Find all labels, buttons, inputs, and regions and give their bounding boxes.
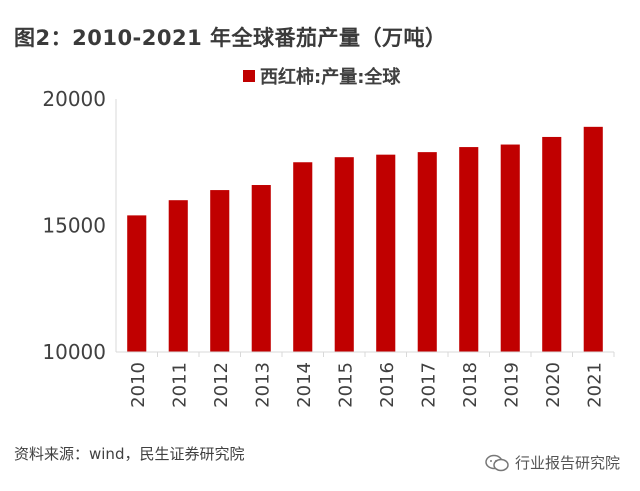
wechat-icon — [485, 454, 509, 472]
x-tick-label: 2011 — [169, 362, 190, 408]
bar — [168, 200, 188, 352]
x-tick-label: 2021 — [584, 362, 605, 408]
bar — [127, 215, 147, 352]
bar — [500, 144, 520, 352]
legend-label: 西红柿:产量:全球 — [260, 66, 401, 88]
x-tick-label: 2013 — [252, 362, 273, 408]
x-tick-label: 2012 — [211, 362, 232, 408]
y-axis: 10000 15000 20000 — [42, 87, 117, 364]
watermark-text: 行业报告研究院 — [514, 454, 620, 472]
y-tick-label: 10000 — [42, 340, 106, 364]
x-tick-label: 2019 — [501, 362, 522, 408]
bar — [542, 136, 562, 352]
bar — [251, 185, 271, 352]
x-tick-label: 2014 — [294, 362, 315, 408]
watermark: 行业报告研究院 — [485, 452, 620, 473]
bar — [459, 147, 479, 352]
x-tick-label: 2017 — [418, 362, 439, 408]
x-axis: 2010 2011 2012 2013 2014 2015 2016 2017 2018 2019… — [116, 351, 615, 408]
chart-title: 图2：2010-2021 年全球番茄产量（万吨） — [14, 26, 447, 50]
x-tick-label: 2015 — [335, 362, 356, 408]
bar — [334, 157, 354, 352]
legend-swatch — [243, 70, 255, 82]
y-tick-label: 15000 — [42, 214, 106, 238]
x-tick-label: 2016 — [377, 362, 398, 408]
bar — [417, 152, 437, 352]
bars — [127, 126, 603, 352]
x-tick-label: 2010 — [128, 362, 149, 408]
bar — [376, 154, 396, 352]
bar — [583, 126, 603, 352]
legend: 西红柿:产量:全球 — [243, 66, 401, 88]
x-tick-label: 2020 — [543, 362, 564, 408]
bar — [293, 162, 313, 352]
bar — [210, 190, 230, 352]
source-note: 资料来源：wind，民生证券研究院 — [14, 445, 245, 463]
y-tick-label: 20000 — [42, 87, 106, 111]
x-tick-label: 2018 — [460, 362, 481, 408]
